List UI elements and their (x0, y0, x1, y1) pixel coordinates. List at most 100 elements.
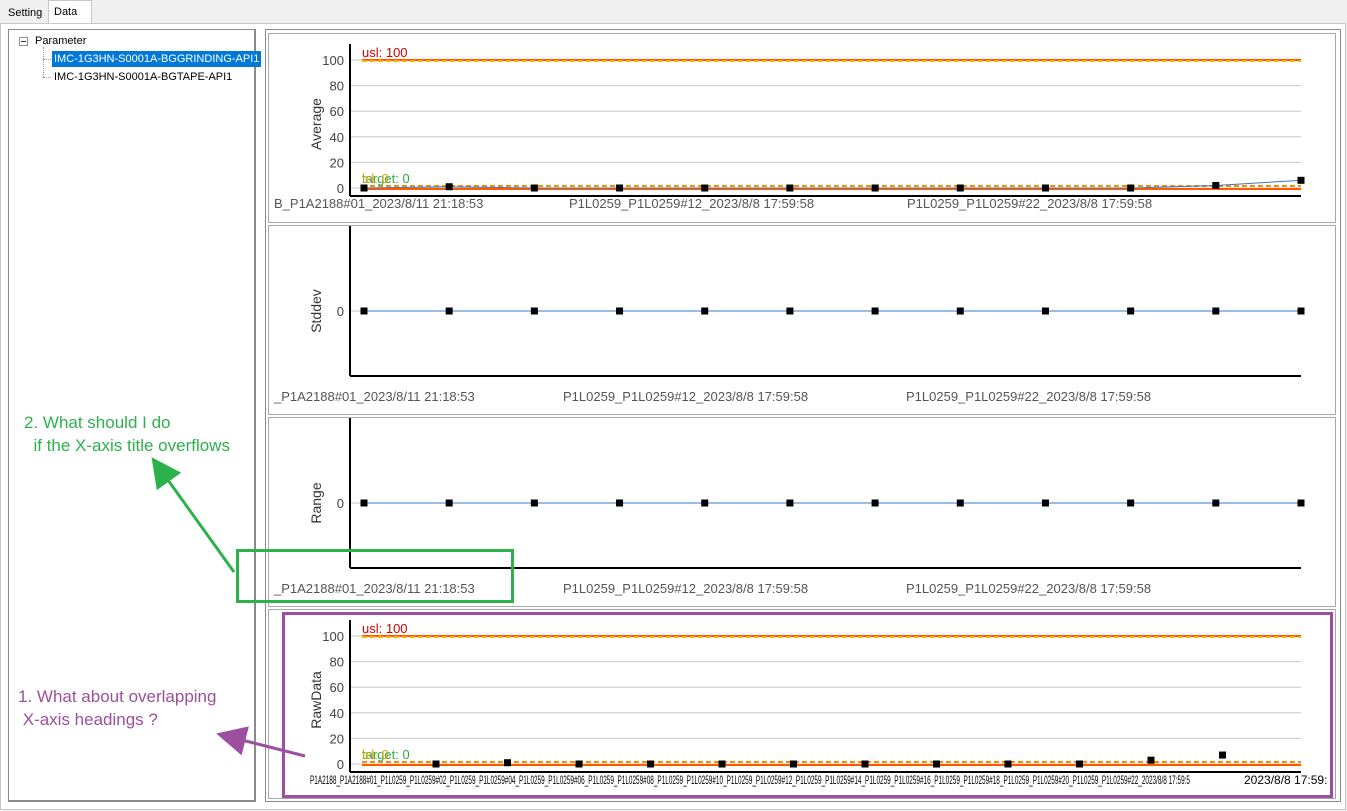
data-point (718, 760, 726, 768)
y-tick-label: 0 (337, 304, 344, 319)
usl-label: usl: 100 (362, 621, 408, 636)
x-tick-labels-overlapping: P1A2188_P1A2188#01_P1L0259_P1L0259#02_P1… (310, 773, 1190, 787)
data-point (616, 184, 624, 192)
data-point (956, 184, 964, 192)
y-tick-label: 40 (330, 130, 344, 145)
data-point (1212, 181, 1220, 189)
average-chart: 100 80 60 40 20 0 usl: 100 target: 0 lsl: 0 Avera… (268, 33, 1336, 223)
x-tick-label: P1L0259_P1L0259#12_2023/8/8 17:59:58 (563, 581, 808, 596)
data-point (530, 184, 538, 192)
data-point (360, 184, 368, 192)
data-point (616, 307, 624, 315)
data-point (530, 307, 538, 315)
tab-bar: Setting Data (0, 0, 1347, 24)
data-point (933, 760, 940, 768)
x-tick-label: P1L0259_P1L0259#22_2023/8/8 17:59:58 (906, 581, 1151, 596)
range-chart-svg: 0 Range _P1A2188#01_2023/8/11 21:18:53 P1L0… (273, 418, 1305, 596)
data-point (360, 499, 368, 507)
x-tick-label: P1L0259_P1L0259#12_2023/8/8 17:59:58 (563, 389, 808, 404)
data-point (445, 307, 453, 315)
y-tick-label: 20 (330, 155, 344, 170)
data-point (445, 499, 453, 507)
y-tick-label: 0 (337, 496, 344, 511)
y-tick-label: 80 (330, 655, 344, 670)
data-point (1041, 307, 1049, 315)
data-point (1076, 760, 1083, 768)
series-line (363, 179, 1302, 189)
tree-connector (43, 59, 51, 60)
data-point (647, 760, 654, 768)
data-point (701, 499, 709, 507)
y-tick-label: 60 (330, 680, 344, 695)
data-point (956, 499, 964, 507)
y-tick-label: 80 (330, 79, 344, 94)
data-point (871, 184, 879, 192)
data-point (871, 499, 879, 507)
annotation-green-text: 2. What should I do if the X-axis title … (24, 413, 230, 455)
data-point (1127, 499, 1135, 507)
x-tick-label: B_P1A2188#01_2023/8/11 21:18:53 (274, 196, 483, 211)
tree-connector (43, 47, 44, 77)
tab-data[interactable]: Data (48, 0, 92, 24)
data-point (1297, 307, 1305, 315)
y-tick-label: 100 (322, 629, 344, 644)
data-point (786, 184, 794, 192)
tree-item-bgtape[interactable]: IMC-1G3HN-S0001A-BGTAPE-API1 (54, 71, 233, 83)
x-tick-label: P1L0259_P1L0259#22_2023/8/8 17:59:58 (906, 389, 1151, 404)
lsl-label: lsl: 0 (362, 171, 389, 186)
data-point (1041, 499, 1049, 507)
annotation-purple-box (282, 612, 1333, 798)
data-point (1147, 756, 1155, 764)
data-point (790, 760, 797, 768)
data-point (1004, 760, 1012, 768)
y-axis-title: RawData (308, 671, 324, 729)
y-tick-label: 40 (330, 706, 344, 721)
data-point (1127, 184, 1135, 192)
x-tick-label: _P1A2188#01_2023/8/11 21:18:53 (273, 581, 475, 596)
tree-connector (43, 77, 51, 78)
data-point (504, 759, 511, 767)
lsl-label: lsl: 0 (362, 747, 389, 762)
data-point (616, 499, 624, 507)
y-tick-label: 60 (330, 104, 344, 119)
annotation-purple-text: 1. What about overlapping X-axis heading… (18, 687, 217, 729)
data-point (530, 499, 538, 507)
data-point (701, 184, 709, 192)
parameter-tree[interactable]: Parameter IMC-1G3HN-S0001A-BGGRINDING-AP… (8, 29, 262, 802)
x-tick-label: P1L0259_P1L0259#22_2023/8/8 17:59:58 (907, 196, 1152, 211)
x-tick-label: _P1A2188#01_2023/8/11 21:18:53 (273, 389, 475, 404)
collapse-icon[interactable] (19, 37, 28, 46)
data-point (1041, 184, 1049, 192)
stddev-chart: 0 Stddev _P1A2188#01_2023/8/11 21:18:53 P1L… (268, 225, 1336, 415)
data-point (1297, 499, 1305, 507)
x-tick-label-tail: 2023/8/8 17:59: (1244, 773, 1327, 787)
y-axis-title: Range (308, 482, 324, 523)
tree-root-label[interactable]: Parameter (35, 35, 87, 47)
data-point (360, 307, 368, 315)
data-point (871, 307, 879, 315)
data-point (701, 307, 709, 315)
data-point (1219, 751, 1226, 759)
usl-label: usl: 100 (362, 45, 408, 60)
data-point (1212, 307, 1220, 315)
data-point (575, 760, 583, 768)
y-tick-label: 0 (337, 757, 344, 772)
data-point (786, 307, 794, 315)
y-tick-label: 0 (337, 181, 344, 196)
data-point (445, 183, 453, 191)
data-point (432, 760, 440, 768)
annotation-green-box (236, 549, 514, 603)
data-point (786, 499, 794, 507)
data-point (1212, 499, 1220, 507)
y-axis-title: Average (308, 98, 324, 150)
tree-item-bggrinding[interactable]: IMC-1G3HN-S0001A-BGGRINDING-API1 (52, 51, 262, 67)
data-point (956, 307, 964, 315)
y-tick-label: 100 (322, 53, 344, 68)
tab-setting[interactable]: Setting (8, 7, 43, 19)
rawdata-chart: 100 80 60 40 20 0 usl: 100 target: 0 lsl: 0 RawDa… (268, 609, 1336, 799)
y-tick-label: 20 (330, 731, 344, 746)
target-label: target: 0 (362, 747, 410, 762)
data-point (861, 760, 869, 768)
